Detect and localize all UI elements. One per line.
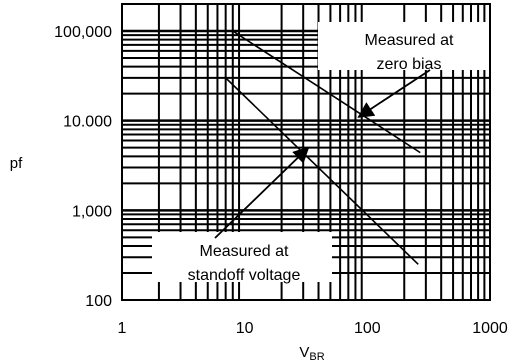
y-tick-label: 100 bbox=[85, 293, 112, 310]
annotation-text-line: standoff voltage bbox=[188, 267, 301, 284]
annotation-text-line: Measured at bbox=[200, 243, 289, 260]
annotation-text-line: zero bias bbox=[377, 56, 442, 73]
annotation-2: Measured at standoff voltage bbox=[152, 146, 332, 284]
x-tick-label: 1000 bbox=[472, 320, 508, 337]
annotation-1: Measured at zero bias bbox=[318, 22, 494, 118]
x-tick-label: 10 bbox=[236, 320, 254, 337]
y-tick-label: 100,000 bbox=[54, 24, 112, 41]
tick-labels: 1 10 100 1000 100 1,000 10.000 100,000 bbox=[54, 24, 508, 337]
annotation-arrow bbox=[214, 146, 310, 239]
series-line-2 bbox=[225, 77, 419, 265]
annotation-box bbox=[318, 22, 494, 70]
data-series bbox=[225, 30, 421, 265]
x-tick-label: 1 bbox=[118, 320, 127, 337]
x-axis-label-subscript: BR bbox=[309, 351, 324, 363]
annotations: Measured at zero bias Measured at standoff … bbox=[152, 22, 494, 284]
annotation-text-line: Measured at bbox=[365, 32, 454, 49]
annotation-box bbox=[152, 232, 332, 282]
x-axis-label: VBR bbox=[299, 344, 324, 363]
series-line-1 bbox=[232, 30, 421, 154]
y-axis-label: pf bbox=[10, 155, 23, 172]
x-axis-label-main: V bbox=[299, 344, 309, 361]
y-tick-label: 10.000 bbox=[63, 114, 112, 131]
y-tick-label: 1,000 bbox=[72, 203, 112, 220]
plot-frame bbox=[121, 3, 491, 301]
annotation-arrow bbox=[357, 69, 431, 118]
x-tick-label: 100 bbox=[354, 320, 381, 337]
